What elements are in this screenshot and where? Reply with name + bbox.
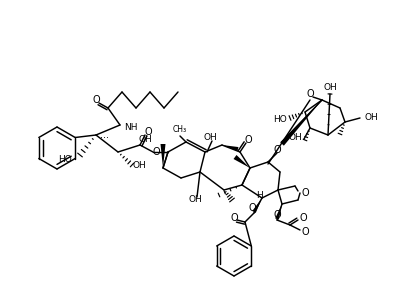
Text: HO: HO — [273, 116, 286, 125]
Text: O: O — [243, 135, 251, 145]
Text: O: O — [299, 213, 307, 223]
Polygon shape — [279, 100, 321, 146]
Text: ···: ··· — [100, 133, 109, 143]
Polygon shape — [221, 145, 238, 151]
Text: OH: OH — [133, 161, 146, 171]
Text: O: O — [301, 188, 309, 198]
Text: OH: OH — [188, 195, 201, 205]
Text: O: O — [247, 203, 255, 213]
Text: OH: OH — [203, 133, 216, 141]
Text: OH: OH — [364, 113, 378, 123]
Polygon shape — [160, 144, 165, 168]
Text: OH: OH — [138, 136, 152, 144]
Text: O: O — [306, 89, 313, 99]
Polygon shape — [252, 198, 261, 213]
Polygon shape — [274, 204, 281, 219]
Text: OH: OH — [288, 133, 301, 143]
Text: O: O — [152, 147, 160, 157]
Text: CH₃: CH₃ — [172, 126, 186, 134]
Text: O: O — [144, 127, 152, 137]
Text: HO: HO — [58, 156, 72, 164]
Text: O: O — [230, 213, 237, 223]
Text: O: O — [273, 210, 280, 220]
Text: O: O — [273, 145, 280, 155]
Polygon shape — [233, 155, 249, 168]
Text: O: O — [301, 227, 309, 237]
Text: H: H — [256, 192, 263, 201]
Text: O: O — [92, 95, 99, 105]
Text: NH: NH — [124, 123, 137, 133]
Text: OH: OH — [322, 84, 336, 92]
